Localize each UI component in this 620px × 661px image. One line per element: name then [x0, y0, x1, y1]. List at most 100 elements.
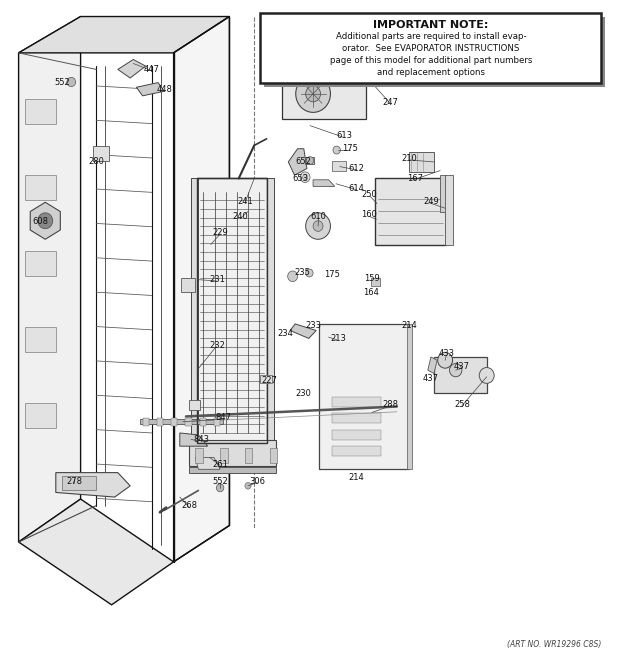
- Bar: [409, 152, 434, 172]
- Circle shape: [288, 271, 298, 282]
- Text: 249: 249: [423, 197, 439, 206]
- Polygon shape: [282, 69, 366, 119]
- Text: 280: 280: [88, 157, 104, 167]
- Bar: [332, 446, 381, 456]
- Bar: [191, 178, 198, 443]
- Text: 232: 232: [209, 340, 225, 350]
- Text: 175: 175: [342, 144, 358, 153]
- Text: 653: 653: [293, 174, 309, 183]
- Bar: [407, 324, 412, 469]
- Polygon shape: [25, 251, 56, 276]
- Bar: [93, 146, 108, 161]
- Text: Additional parts are required to install evap-
orator.  See EVAPORATOR INSTRUCTI: Additional parts are required to install…: [330, 32, 532, 77]
- Circle shape: [306, 86, 321, 102]
- Text: 268: 268: [181, 501, 197, 510]
- Text: 261: 261: [212, 459, 228, 469]
- FancyBboxPatch shape: [264, 17, 605, 87]
- Bar: [440, 175, 446, 212]
- Bar: [181, 278, 195, 292]
- Bar: [332, 430, 381, 440]
- Text: 164: 164: [363, 288, 379, 297]
- Text: 240: 240: [232, 212, 249, 221]
- Circle shape: [216, 484, 224, 492]
- Text: 167: 167: [407, 174, 423, 183]
- Polygon shape: [428, 357, 437, 373]
- Bar: [305, 157, 314, 164]
- Text: 448: 448: [156, 85, 172, 94]
- Polygon shape: [19, 499, 174, 605]
- Bar: [245, 448, 252, 463]
- Text: 288: 288: [383, 400, 399, 409]
- Text: 230: 230: [296, 389, 312, 398]
- Bar: [267, 178, 274, 443]
- Circle shape: [303, 175, 308, 180]
- Text: 233: 233: [305, 321, 321, 330]
- Bar: [270, 448, 277, 463]
- Text: 235: 235: [294, 268, 311, 277]
- FancyBboxPatch shape: [260, 13, 601, 83]
- Text: 258: 258: [454, 400, 470, 409]
- Text: IMPORTANT NOTE:: IMPORTANT NOTE:: [373, 20, 489, 30]
- Text: 652: 652: [296, 157, 312, 167]
- Bar: [189, 467, 276, 473]
- Circle shape: [245, 483, 251, 489]
- Text: 231: 231: [209, 275, 225, 284]
- Circle shape: [306, 269, 313, 277]
- Bar: [319, 324, 409, 469]
- Circle shape: [438, 352, 453, 368]
- Polygon shape: [290, 324, 316, 338]
- Text: 437: 437: [454, 362, 470, 371]
- Polygon shape: [288, 149, 307, 175]
- Text: 847: 847: [215, 413, 231, 422]
- Text: 214: 214: [348, 473, 365, 482]
- Circle shape: [296, 75, 330, 112]
- Text: 210: 210: [401, 154, 417, 163]
- Text: 612: 612: [348, 164, 365, 173]
- Polygon shape: [434, 357, 487, 393]
- Bar: [200, 418, 206, 426]
- Text: 213: 213: [330, 334, 346, 343]
- Circle shape: [479, 368, 494, 383]
- Bar: [371, 278, 380, 286]
- Polygon shape: [19, 17, 81, 542]
- Text: 613: 613: [336, 131, 352, 140]
- Text: 843: 843: [193, 435, 210, 444]
- Text: 247: 247: [383, 98, 399, 107]
- Text: 214: 214: [401, 321, 417, 330]
- Circle shape: [306, 213, 330, 239]
- Text: 160: 160: [361, 210, 377, 219]
- Text: 159: 159: [364, 274, 380, 284]
- Polygon shape: [25, 175, 56, 200]
- Text: 437: 437: [423, 373, 439, 383]
- Text: 447: 447: [144, 65, 160, 74]
- Bar: [197, 178, 267, 443]
- Polygon shape: [62, 476, 96, 490]
- Bar: [185, 418, 192, 426]
- Text: 433: 433: [438, 349, 454, 358]
- Circle shape: [67, 77, 76, 87]
- Polygon shape: [25, 327, 56, 352]
- Text: 552: 552: [212, 477, 228, 486]
- Bar: [189, 400, 200, 410]
- Bar: [332, 413, 381, 423]
- Text: 306: 306: [249, 477, 265, 486]
- Polygon shape: [195, 457, 220, 469]
- Bar: [171, 418, 177, 426]
- Text: 608: 608: [32, 217, 48, 226]
- Bar: [143, 418, 149, 426]
- Polygon shape: [189, 440, 276, 466]
- Polygon shape: [25, 403, 56, 428]
- Text: 241: 241: [237, 197, 253, 206]
- Polygon shape: [174, 17, 229, 562]
- Text: (ART NO. WR19296 C8S): (ART NO. WR19296 C8S): [507, 640, 601, 649]
- Bar: [332, 161, 346, 171]
- Bar: [332, 397, 381, 407]
- Bar: [214, 418, 220, 426]
- Polygon shape: [25, 99, 56, 124]
- Circle shape: [450, 364, 462, 377]
- Circle shape: [333, 146, 340, 154]
- Polygon shape: [197, 178, 267, 443]
- Polygon shape: [19, 17, 229, 53]
- Bar: [157, 418, 163, 426]
- Text: 552: 552: [54, 78, 70, 87]
